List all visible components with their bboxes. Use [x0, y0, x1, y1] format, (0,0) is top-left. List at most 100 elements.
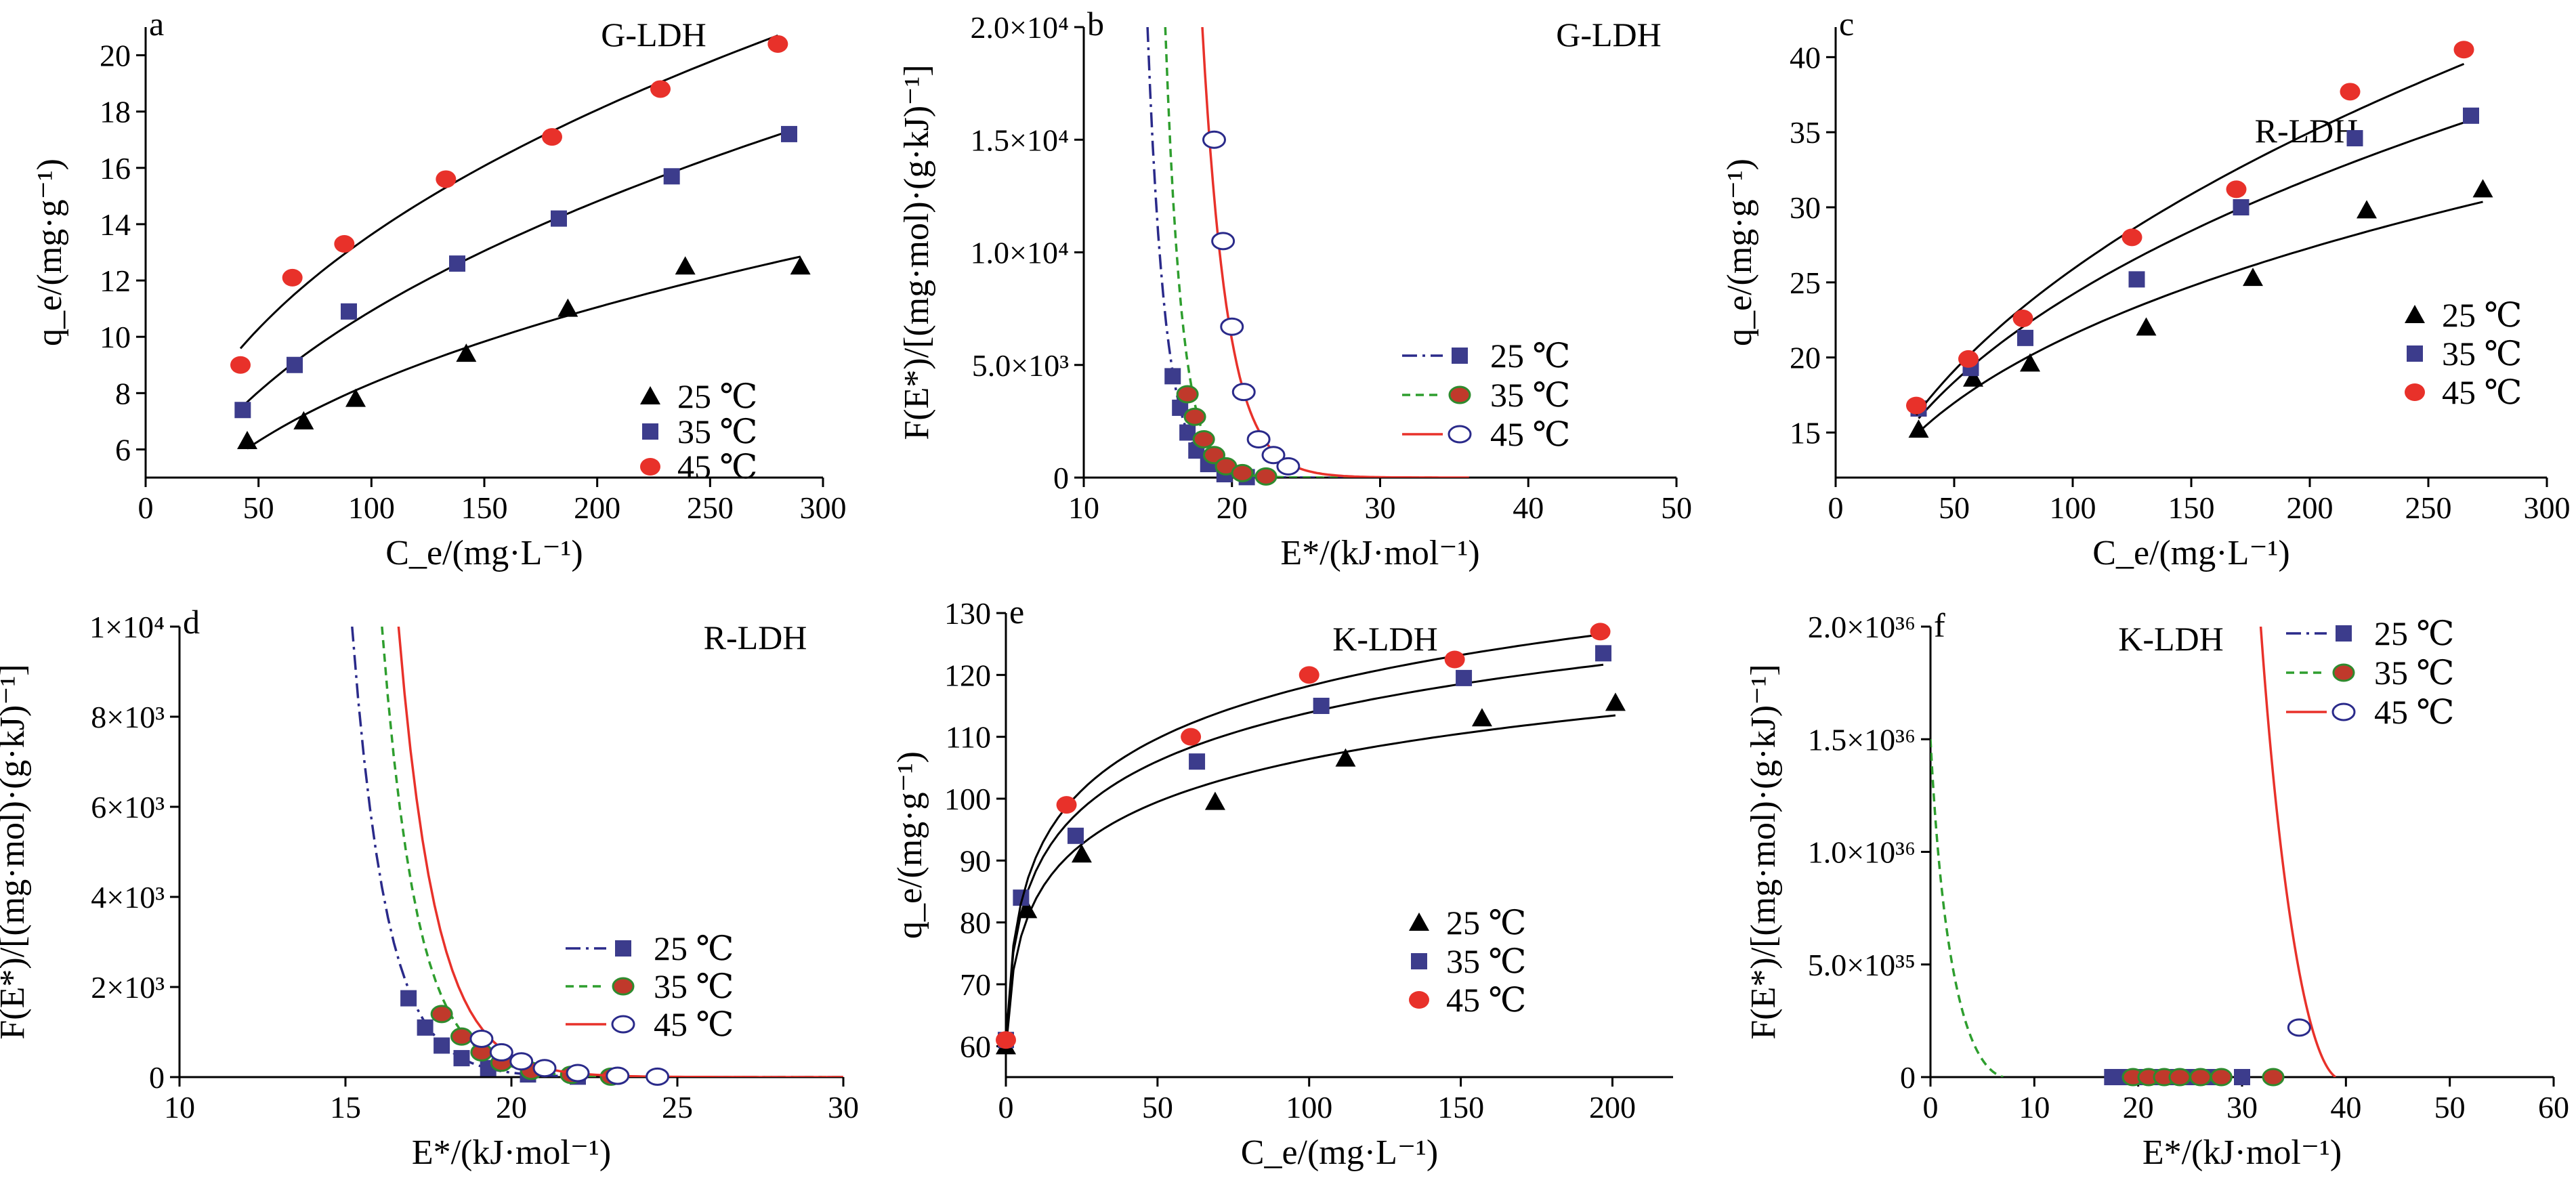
legend-label: 25 ℃: [1490, 337, 1570, 375]
y-tick-label: 5.0×10³⁵: [1808, 948, 1916, 982]
x-tick-label: 30: [1365, 490, 1396, 525]
legend-entry: 45 ℃: [640, 448, 757, 486]
x-tick-label: 15: [330, 1090, 361, 1125]
legend-marker: [1448, 425, 1472, 444]
legend-entry: 35 ℃: [1411, 942, 1526, 980]
data-point: [2234, 1069, 2250, 1085]
data-point: [2340, 83, 2361, 101]
data-point: [1471, 708, 1492, 727]
data-point: [1192, 429, 1215, 448]
panel-letter: e: [1009, 593, 1024, 631]
data-point: [1590, 623, 1611, 641]
x-axis-title: E*/(kJ·mol⁻¹): [1280, 534, 1479, 572]
y-tick-label: 30: [1790, 190, 1821, 225]
legend-marker: [611, 1015, 635, 1034]
data-point: [2472, 179, 2493, 198]
legend-entry: 35 ℃: [2286, 654, 2454, 692]
legend-label: 25 ℃: [2374, 614, 2454, 652]
data-point: [1202, 130, 1226, 149]
data-point: [1595, 645, 1612, 662]
fit-curve: [1006, 663, 1604, 1041]
y-tick-label: 120: [944, 658, 991, 692]
legend-marker: [1409, 912, 1429, 931]
x-tick-label: 20: [2123, 1090, 2154, 1125]
y-tick-label: 0: [1053, 461, 1069, 495]
data-point: [1183, 407, 1206, 426]
data-point: [1906, 396, 1926, 415]
y-tick-label: 2.0×10³⁶: [1808, 610, 1916, 644]
data-point: [1176, 385, 1199, 404]
data-point: [449, 255, 465, 272]
x-tick-label: 250: [2405, 490, 2452, 525]
legend-entry: 25 ℃: [640, 377, 757, 415]
legend-marker: [1411, 953, 1427, 969]
x-tick-label: 20: [496, 1090, 527, 1125]
y-tick-label: 0: [1900, 1060, 1916, 1095]
x-tick-label: 0: [1923, 1090, 1939, 1125]
fit-curve: [247, 255, 801, 450]
legend-entry: 45 ℃: [2286, 693, 2454, 731]
fit-curve: [1918, 201, 2483, 434]
panel-letter: d: [183, 603, 200, 641]
y-tick-label: 8×10³: [91, 700, 165, 734]
legend-marker: [1448, 385, 1471, 404]
panel-title: G-LDH: [601, 16, 706, 54]
panel-title: K-LDH: [1332, 620, 1438, 658]
data-point: [453, 1050, 470, 1067]
data-point: [2243, 268, 2263, 287]
data-point: [650, 80, 671, 98]
panel-f: 0 10 20 30 40 50 60 0 5.0×10³⁵ 1.0×10³⁶ 1.5×10³⁶ 2.…: [1744, 606, 2569, 1172]
data-point: [996, 1031, 1016, 1049]
data-point: [1261, 446, 1286, 465]
series-3: [2259, 627, 2337, 1077]
legend-label: 35 ℃: [677, 413, 757, 450]
data-point: [230, 356, 251, 374]
legend-marker: [2331, 702, 2356, 721]
legend-entry: 45 ℃: [566, 1005, 734, 1043]
legend-entry: 45 ℃: [1402, 415, 1570, 453]
legend-marker: [640, 458, 660, 476]
data-point: [434, 1037, 450, 1054]
legend-entry: 35 ℃: [566, 967, 734, 1005]
data-point: [2357, 200, 2377, 219]
legend-label: 45 ℃: [654, 1005, 734, 1043]
data-point: [345, 388, 366, 407]
panel-letter: c: [1839, 5, 1854, 43]
x-tick-label: 300: [800, 490, 847, 525]
y-tick-label: 130: [944, 596, 991, 631]
data-point: [1456, 669, 1473, 686]
panel-e: 0 50 100 150 200 60 70 80 90 100 110 120 130 e K-LDH C_…: [891, 593, 1673, 1172]
y-tick-label: 18: [100, 95, 131, 129]
y-tick-label: 1.5×10³⁶: [1808, 722, 1916, 757]
data-point: [1231, 383, 1256, 402]
y-tick-label: 1×10⁴: [89, 610, 165, 644]
legend-label: 35 ℃: [654, 967, 734, 1005]
legend-label: 35 ℃: [2374, 654, 2454, 692]
y-axis-title: q_e/(mg·g⁻¹): [1720, 159, 1759, 346]
data-point: [450, 1027, 473, 1046]
data-point: [790, 256, 811, 275]
fit-curve: [1915, 63, 2465, 416]
distribution-curve: [1930, 739, 2004, 1077]
legend-entry: 35 ℃: [1402, 376, 1570, 414]
y-tick-label: 1.0×10³⁶: [1808, 835, 1916, 870]
x-axis-title: C_e/(mg·L⁻¹): [385, 534, 583, 572]
data-point: [663, 168, 680, 185]
data-point: [1444, 650, 1465, 669]
legend-label: 45 ℃: [2374, 693, 2454, 731]
data-point: [2463, 107, 2479, 124]
y-tick-label: 80: [960, 906, 991, 940]
x-tick-label: 40: [2330, 1090, 2361, 1125]
distribution-curve: [1201, 27, 1469, 478]
y-tick-label: 1.0×10⁴: [971, 236, 1069, 270]
x-axis-title: C_e/(mg·L⁻¹): [2092, 534, 2289, 572]
panel-letter: f: [1934, 606, 1945, 644]
x-tick-label: 20: [1217, 490, 1248, 525]
x-tick-label: 10: [1068, 490, 1099, 525]
y-tick-label: 0: [149, 1060, 165, 1095]
series-1: [996, 692, 1626, 1055]
data-point: [2210, 1068, 2233, 1087]
panel-d: 10 15 20 25 30 0 2×10³ 4×10³ 6×10³ 8×10³ 1×10⁴ d R-L…: [0, 603, 859, 1172]
fit-curve: [1006, 633, 1601, 1041]
y-tick-label: 14: [100, 207, 131, 242]
